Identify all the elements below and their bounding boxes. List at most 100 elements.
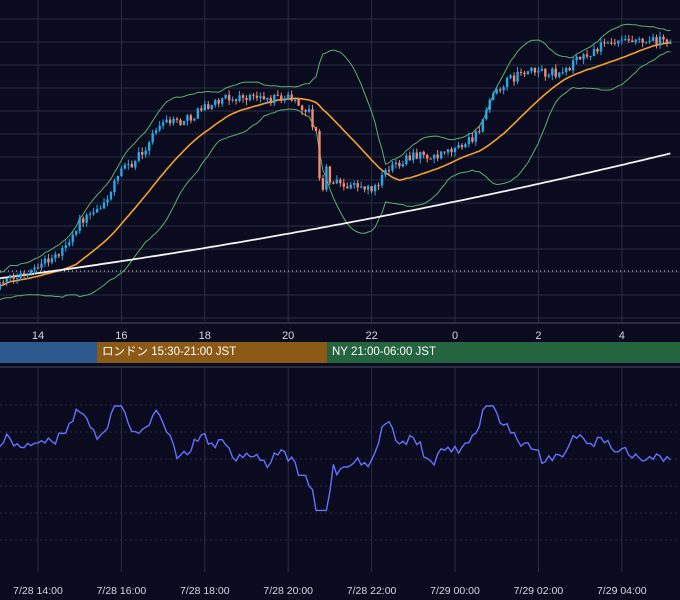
candle-body	[655, 37, 658, 45]
candle-body	[533, 67, 537, 73]
oscillator-pane	[0, 405, 671, 512]
candle-body	[419, 151, 422, 159]
candle	[492, 91, 495, 101]
oscillator-axis-tick-label: 7/29 00:00	[430, 585, 480, 597]
candle	[227, 90, 231, 105]
candle	[603, 38, 606, 47]
candle-body	[179, 119, 182, 125]
candle-body	[526, 71, 530, 75]
candle-body	[280, 95, 283, 101]
candle	[620, 35, 623, 45]
candle-body	[22, 273, 26, 275]
candle	[300, 104, 304, 115]
candle-body	[401, 164, 405, 167]
candle-body	[203, 104, 206, 111]
grid	[0, 0, 680, 572]
candle	[307, 104, 311, 114]
candle	[266, 97, 269, 104]
candle-body	[71, 234, 74, 243]
candle	[353, 180, 356, 189]
candle-body	[540, 68, 544, 71]
candle-body	[613, 42, 617, 44]
candle	[78, 214, 81, 234]
candle-body	[498, 89, 502, 91]
candle	[61, 245, 64, 261]
candle-body	[474, 131, 478, 142]
candle-body	[359, 186, 363, 188]
candle-body	[123, 164, 127, 169]
candle	[148, 140, 151, 156]
candle-body	[321, 178, 325, 190]
candle	[471, 132, 474, 144]
candle-body	[530, 67, 533, 72]
candle	[450, 147, 453, 157]
candle	[346, 182, 349, 189]
candle	[123, 162, 127, 170]
candle	[460, 143, 464, 150]
candle	[64, 240, 67, 252]
candle	[130, 160, 134, 168]
price-axis-tick-label: 2	[535, 330, 541, 342]
candle	[290, 90, 293, 102]
candle	[200, 105, 203, 113]
candle	[248, 93, 252, 102]
candle	[154, 127, 158, 135]
candle	[571, 57, 575, 74]
candle	[238, 90, 241, 103]
candle-body	[575, 56, 578, 61]
candle	[106, 195, 109, 207]
candle-body	[33, 267, 36, 270]
session-bar-tokyo	[0, 342, 97, 363]
candle	[287, 91, 290, 101]
candle-body	[127, 163, 130, 165]
candle	[596, 47, 599, 55]
candle	[655, 34, 658, 49]
candle-body	[624, 39, 627, 41]
candle	[175, 116, 179, 124]
candle	[47, 254, 50, 267]
candle-body	[75, 230, 78, 235]
ma-short-line	[0, 41, 671, 288]
candle	[464, 142, 467, 149]
candle-body	[467, 137, 471, 145]
candle	[113, 178, 116, 196]
candle	[474, 129, 478, 146]
candle-body	[269, 97, 273, 104]
candle-body	[349, 184, 352, 189]
candle-body	[186, 115, 189, 121]
price-axis-tick-label: 4	[619, 330, 625, 342]
candle	[561, 67, 564, 75]
candle-body	[481, 119, 484, 132]
candle	[297, 97, 300, 107]
candle	[495, 86, 498, 95]
candle-body	[509, 75, 512, 78]
candle-body	[495, 89, 498, 94]
candle-body	[551, 68, 554, 76]
candle-body	[193, 118, 196, 121]
candle-body	[450, 149, 453, 153]
candle	[214, 98, 217, 108]
candle-body	[68, 242, 71, 246]
candle-body	[384, 170, 387, 175]
candle-body	[137, 152, 140, 161]
candle-body	[561, 72, 564, 74]
candle	[259, 92, 262, 103]
candle-body	[429, 158, 432, 160]
candle-body	[571, 60, 575, 71]
candle	[359, 181, 363, 189]
candle	[384, 168, 387, 178]
candle-body	[26, 273, 29, 275]
candle-body	[9, 275, 12, 279]
candle	[325, 164, 328, 192]
candle-body	[210, 104, 213, 109]
candle	[217, 98, 220, 108]
candle	[498, 87, 502, 94]
candle	[599, 38, 603, 56]
candle-body	[92, 212, 95, 214]
bollinger-lower-line	[0, 51, 671, 301]
candle-body	[78, 218, 81, 231]
candle	[88, 211, 92, 220]
candle	[481, 119, 484, 133]
ma-long-line	[0, 152, 671, 280]
candle-body	[158, 125, 161, 131]
